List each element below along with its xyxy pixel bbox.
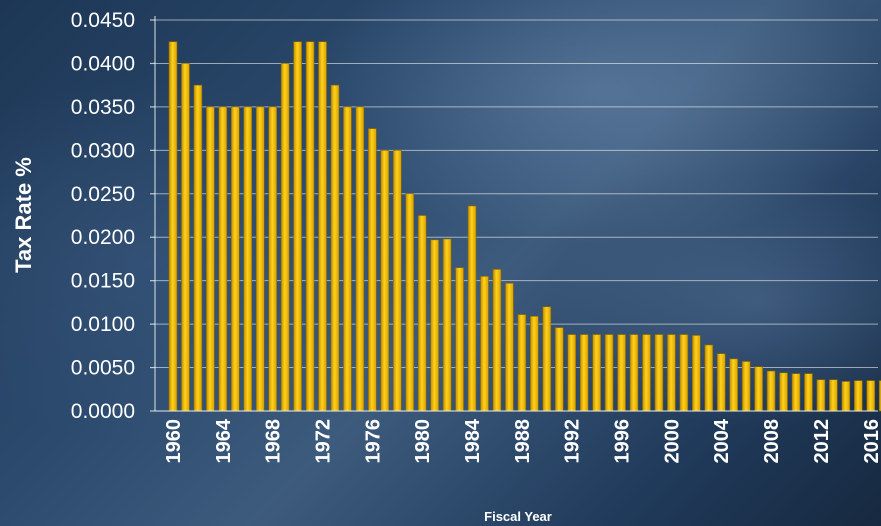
bar (430, 239, 439, 412)
bar (231, 106, 240, 412)
bar (467, 205, 477, 412)
x-tick-label: 1980 (412, 419, 434, 464)
bar (380, 150, 390, 412)
bar (866, 380, 876, 412)
bar (280, 63, 290, 412)
x-tick-label: 1964 (213, 418, 235, 463)
bar (878, 380, 881, 412)
y-tick-label: 0.0000 (71, 400, 135, 423)
bar (505, 282, 514, 412)
bar (181, 63, 190, 412)
bar (542, 306, 552, 412)
bar (841, 381, 851, 412)
x-tick-label: 2004 (711, 418, 733, 463)
y-tick-label: 0.0400 (71, 52, 135, 75)
bar (530, 315, 539, 412)
bar (455, 267, 464, 412)
bar (330, 84, 340, 412)
bar (729, 358, 739, 412)
x-tick-label: 1988 (512, 419, 534, 464)
bar (193, 84, 203, 412)
bar (355, 106, 365, 412)
y-tick-label: 0.0350 (71, 96, 135, 119)
bar (218, 106, 228, 412)
y-tick-label: 0.0050 (71, 357, 135, 380)
bar (804, 373, 813, 412)
x-tick-label: 1960 (163, 419, 185, 464)
bar (592, 334, 601, 412)
y-tick-label: 0.0100 (71, 313, 135, 336)
y-tick-label: 0.0250 (71, 183, 135, 206)
bar (779, 372, 788, 412)
bar (567, 334, 577, 412)
x-tick-labels: 1960 1964 1968 1972 1976 1980 1984 1988 1992 1996… (163, 418, 881, 463)
bar (293, 41, 302, 412)
bar (604, 334, 614, 412)
bar (692, 335, 701, 412)
bar (255, 106, 265, 412)
bar (492, 269, 502, 412)
bar (679, 334, 689, 412)
bar (617, 334, 626, 412)
bar (243, 106, 253, 412)
bar (368, 128, 377, 412)
bar (268, 106, 277, 412)
bar (829, 379, 838, 412)
bar (318, 41, 327, 412)
bar (480, 276, 489, 412)
x-tick-label: 1984 (462, 418, 484, 463)
bar (405, 193, 415, 412)
bar (417, 215, 427, 412)
bar (766, 370, 776, 412)
x-tick-label: 1976 (362, 419, 384, 464)
bar (704, 344, 714, 412)
x-tick-label: 1972 (313, 419, 335, 464)
y-axis-label: Tax Rate % (11, 157, 36, 273)
bar (654, 334, 664, 412)
x-axis-label: Fiscal Year (484, 509, 552, 524)
bar (642, 334, 651, 412)
axes (150, 16, 878, 412)
bar (305, 41, 315, 412)
bars (168, 41, 881, 412)
bar (579, 334, 589, 412)
y-tick-labels: 0.0000 0.0050 0.0100 0.0150 0.0200 0.0250 0.03… (71, 9, 135, 423)
bar (206, 106, 215, 412)
x-tick-label: 1968 (263, 419, 285, 464)
bar (667, 334, 676, 412)
x-tick-label: 2008 (761, 419, 783, 464)
bar (554, 327, 564, 412)
bar (392, 150, 402, 412)
bar (343, 106, 352, 412)
bar (853, 380, 863, 412)
x-tick-label: 2016 (861, 419, 881, 464)
bar (168, 41, 178, 412)
y-tick-label: 0.0300 (71, 139, 135, 162)
bar (442, 238, 452, 412)
y-tick-label: 0.0150 (71, 270, 135, 293)
bar (517, 314, 527, 412)
bar (716, 353, 726, 412)
x-tick-label: 2012 (811, 419, 833, 464)
bar (754, 366, 763, 412)
bar (741, 361, 751, 412)
bar (791, 373, 801, 412)
y-tick-label: 0.0200 (71, 226, 135, 249)
x-tick-label: 2000 (661, 419, 683, 464)
y-tick-label: 0.0450 (71, 9, 135, 32)
bar (629, 334, 639, 412)
x-tick-label: 1992 (562, 419, 584, 464)
bar (816, 379, 826, 412)
x-tick-label: 1996 (612, 419, 634, 464)
